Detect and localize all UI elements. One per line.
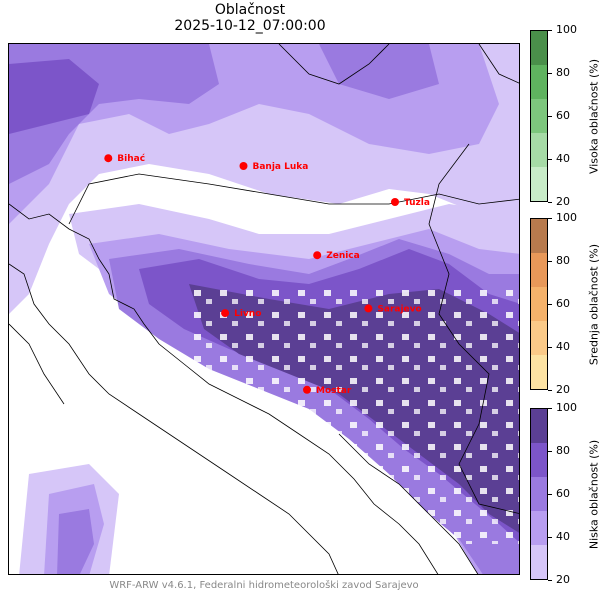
colorbar-segment — [531, 545, 547, 579]
colorbar-segment — [531, 287, 547, 321]
city-dot — [104, 154, 113, 163]
colorbar-tick-label: 60 — [556, 487, 570, 500]
colorbar-segment — [531, 355, 547, 389]
cloud-cover-map: Bihać Banja Luka Tuzla Zenica Livno Sarajevo M… — [8, 43, 520, 575]
high-cloud-colorbar — [530, 30, 548, 202]
colorbar-segment — [531, 65, 547, 99]
colorbar-tick: 100 — [548, 24, 577, 36]
model-credit: WRF-ARW v4.6.1, Federalni hidrometeorolo… — [109, 580, 419, 591]
map-canvas: Bihać Banja Luka Tuzla Zenica Livno Sarajevo M… — [9, 44, 519, 574]
colorbar-tick-label: 100 — [556, 401, 577, 414]
borders-coastline — [9, 44, 519, 574]
colorbar-tick: 60 — [548, 488, 570, 500]
city-dot — [364, 304, 373, 313]
colorbar-tick: 40 — [548, 153, 570, 165]
colorbar-tick: 20 — [548, 574, 570, 586]
colorbar-tick-label: 20 — [556, 195, 570, 208]
city-marker: Sarajevo — [364, 304, 422, 314]
colorbar-tick: 40 — [548, 341, 570, 353]
colorbar-tick: 80 — [548, 255, 570, 267]
city-marker: Bihać — [104, 153, 146, 164]
colorbar-segment — [531, 511, 547, 545]
colorbar-segment — [531, 253, 547, 287]
city-marker: Mostar — [303, 385, 352, 396]
city-dot — [303, 385, 311, 394]
mid-cloud-colorbar — [530, 218, 548, 390]
colorbar-segment — [531, 443, 547, 477]
colorbar-segment — [531, 133, 547, 167]
colorbar-segment — [531, 99, 547, 133]
mid-cloud-colorbar-label: Srednja oblačnost (%) — [587, 243, 600, 366]
colorbar-tick: 80 — [548, 445, 570, 457]
city-marker: Banja Luka — [239, 162, 309, 172]
city-label: Livno — [234, 309, 261, 319]
colorbar-tick: 20 — [548, 196, 570, 208]
colorbar-tick-label: 20 — [556, 383, 570, 396]
colorbar-segment — [531, 409, 547, 443]
city-dot — [239, 162, 248, 170]
colorbar-tick: 100 — [548, 212, 577, 224]
colorbar-segment — [531, 167, 547, 201]
colorbar-tick-label: 40 — [556, 152, 570, 165]
colorbar-tick-label: 60 — [556, 297, 570, 310]
city-marker: Zenica — [313, 251, 360, 261]
colorbar-segment — [531, 321, 547, 355]
colorbar-tick: 20 — [548, 384, 570, 396]
map-title: Oblačnost — [214, 2, 286, 18]
colorbar-tick: 60 — [548, 110, 570, 122]
city-label: Tuzla — [404, 198, 430, 208]
colorbar-segment — [531, 219, 547, 253]
colorbar-tick-label: 80 — [556, 254, 570, 267]
city-label: Zenica — [326, 251, 360, 261]
city-dot — [391, 198, 399, 206]
colorbar-tick-label: 40 — [556, 340, 570, 353]
colorbar-tick-label: 80 — [556, 444, 570, 457]
map-timestamp: 2025-10-12_07:00:00 — [174, 18, 326, 34]
colorbar-tick: 100 — [548, 402, 577, 414]
city-label: Bihać — [117, 153, 145, 164]
colorbar-tick: 60 — [548, 298, 570, 310]
colorbar-tick: 80 — [548, 67, 570, 79]
city-dot — [313, 251, 322, 260]
city-marker: Livno — [221, 309, 261, 319]
colorbar-tick-label: 80 — [556, 66, 570, 79]
colorbar-tick: 40 — [548, 531, 570, 543]
city-label: Banja Luka — [253, 162, 309, 172]
colorbar-tick-label: 100 — [556, 211, 577, 224]
low-cloud-colorbar — [530, 408, 548, 580]
city-dot — [221, 309, 230, 318]
low-cloud-layer-80-100 — [9, 59, 519, 544]
city-label: Mostar — [316, 386, 352, 396]
cities-layer: Bihać Banja Luka Tuzla Zenica Livno Sarajevo M… — [104, 153, 430, 396]
high-cloud-colorbar-label: Visoka oblačnost (%) — [587, 58, 600, 175]
colorbar-tick-label: 20 — [556, 573, 570, 586]
colorbar-tick-label: 40 — [556, 530, 570, 543]
low-cloud-colorbar-label: Niska oblačnost (%) — [587, 439, 600, 550]
colorbar-segment — [531, 31, 547, 65]
colorbar-segment — [531, 477, 547, 511]
city-marker: Tuzla — [391, 198, 430, 208]
colorbar-tick-label: 100 — [556, 23, 577, 36]
colorbar-tick-label: 60 — [556, 109, 570, 122]
city-label: Sarajevo — [377, 304, 421, 314]
